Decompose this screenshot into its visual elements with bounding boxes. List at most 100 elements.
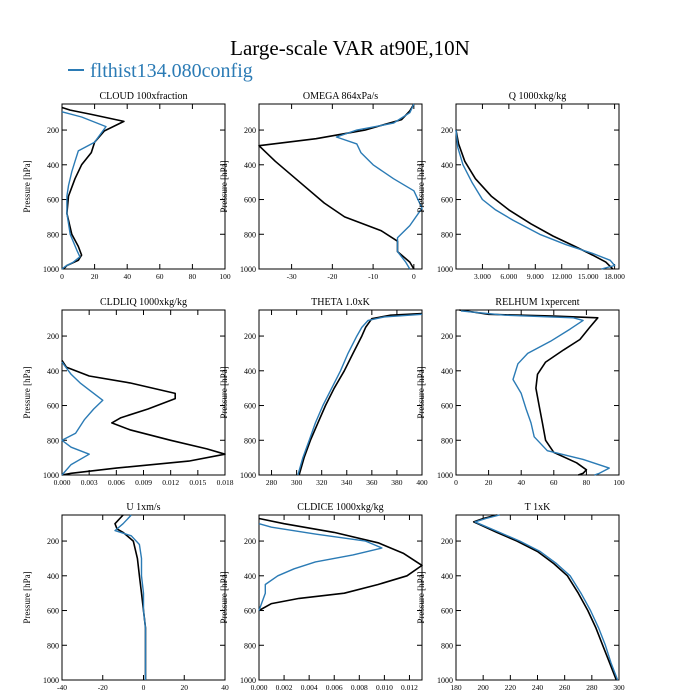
y-tick-label: 400 xyxy=(441,367,453,376)
x-tick-label: 9.000 xyxy=(527,272,544,281)
y-axis-label: Pressure [hPa] xyxy=(416,571,426,623)
panel-title: T 1xK xyxy=(525,502,551,513)
x-tick-label: 60 xyxy=(156,272,164,281)
x-tick-label: 6.000 xyxy=(500,272,517,281)
y-tick-label: 800 xyxy=(47,436,59,445)
x-tick-label: 20 xyxy=(181,683,189,692)
x-tick-label: 60 xyxy=(550,478,558,487)
y-axis-label: Pressure [hPa] xyxy=(22,366,32,418)
y-tick-label: 400 xyxy=(47,572,59,581)
y-tick-label: 600 xyxy=(441,402,453,411)
x-tick-label: 320 xyxy=(316,478,328,487)
series-line-control xyxy=(455,129,614,270)
y-tick-label: 600 xyxy=(441,607,453,616)
plot-frame xyxy=(258,309,423,476)
y-tick-label: 800 xyxy=(47,230,59,239)
panel-4: THETA 1.0xK Pressure [hPa] 200 400 600 800 100… xyxy=(219,297,428,487)
figure-title: Large-scale VAR at90E,10N xyxy=(230,36,470,60)
legend-swatch xyxy=(68,69,84,72)
y-axis-label: Pressure [hPa] xyxy=(416,366,426,418)
series-line-control xyxy=(472,514,618,681)
series-line-control xyxy=(61,106,125,270)
plot-frame xyxy=(258,514,423,681)
x-tick-label: 40 xyxy=(517,478,525,487)
y-tick-label: 1000 xyxy=(240,265,256,274)
x-tick-label: 0.012 xyxy=(401,683,418,692)
y-tick-label: 600 xyxy=(244,402,256,411)
series-line-experiment xyxy=(61,111,107,270)
y-tick-label: 200 xyxy=(244,537,256,546)
x-tick-label: 220 xyxy=(505,683,517,692)
x-tick-label: 3.000 xyxy=(474,272,491,281)
y-tick-label: 200 xyxy=(244,332,256,341)
panel-title: RELHUM 1xpercent xyxy=(495,297,579,308)
x-tick-label: -40 xyxy=(57,683,67,692)
series-line-control xyxy=(61,359,226,476)
x-tick-label: 0 xyxy=(454,478,458,487)
y-tick-label: 800 xyxy=(47,641,59,650)
panel-title: U 1xm/s xyxy=(126,502,160,513)
x-tick-label: 0.010 xyxy=(376,683,393,692)
x-tick-label: 280 xyxy=(586,683,598,692)
x-tick-label: 0.002 xyxy=(276,683,293,692)
x-tick-label: 0.000 xyxy=(54,478,71,487)
legend-label: flthist134.080config xyxy=(90,60,253,82)
y-tick-label: 1000 xyxy=(437,676,453,685)
y-tick-label: 200 xyxy=(47,537,59,546)
x-tick-label: 40 xyxy=(221,683,229,692)
x-tick-label: 240 xyxy=(532,683,544,692)
series-line-control xyxy=(258,517,423,612)
series-line-experiment xyxy=(455,130,616,270)
panel-7: CLDICE 1000xkg/kg Pressure [hPa] 200 400 600… xyxy=(219,502,423,692)
y-tick-label: 1000 xyxy=(43,676,59,685)
x-tick-label: 380 xyxy=(391,478,403,487)
series-line-experiment xyxy=(460,310,610,476)
x-tick-label: 20 xyxy=(485,478,493,487)
series-line-experiment xyxy=(114,514,147,680)
y-tick-label: 200 xyxy=(441,537,453,546)
y-tick-label: 800 xyxy=(441,641,453,650)
plot-frame xyxy=(258,103,423,270)
x-tick-label: 0.006 xyxy=(326,683,343,692)
x-tick-label: 15.000 xyxy=(578,272,599,281)
panel-title: Q 1000xkg/kg xyxy=(509,91,567,102)
y-tick-label: 400 xyxy=(244,367,256,376)
x-tick-label: 20 xyxy=(91,272,99,281)
x-tick-label: 300 xyxy=(613,683,625,692)
y-tick-label: 600 xyxy=(244,196,256,205)
x-tick-label: 0 xyxy=(412,272,416,281)
series-line-experiment xyxy=(258,523,383,611)
y-tick-label: 1000 xyxy=(240,471,256,480)
panel-3: CLDLIQ 1000xkg/kg Pressure [hPa] 200 400 600… xyxy=(22,297,234,487)
panel-title: OMEGA 864xPa/s xyxy=(303,91,378,102)
x-tick-label: 200 xyxy=(478,683,490,692)
y-axis-label: Pressure [hPa] xyxy=(22,571,32,623)
x-tick-label: 0 xyxy=(142,683,146,692)
y-axis-label: Pressure [hPa] xyxy=(219,160,229,212)
y-tick-label: 400 xyxy=(244,572,256,581)
x-tick-label: 0.018 xyxy=(217,478,234,487)
y-tick-label: 200 xyxy=(47,332,59,341)
x-tick-label: 300 xyxy=(291,478,303,487)
series-line-experiment xyxy=(61,361,104,476)
y-tick-label: 800 xyxy=(244,436,256,445)
panel-title: CLDLIQ 1000xkg/kg xyxy=(100,297,187,308)
x-tick-label: 18.000 xyxy=(604,272,625,281)
x-tick-label: 0.006 xyxy=(108,478,125,487)
plot-frame xyxy=(455,514,620,681)
y-tick-label: 1000 xyxy=(43,265,59,274)
x-tick-label: 12.000 xyxy=(551,272,572,281)
x-tick-label: 360 xyxy=(366,478,378,487)
y-tick-label: 800 xyxy=(244,230,256,239)
y-tick-label: 800 xyxy=(441,436,453,445)
y-tick-label: 600 xyxy=(47,607,59,616)
series-line-control xyxy=(298,312,423,476)
y-tick-label: 600 xyxy=(244,607,256,616)
y-tick-label: 400 xyxy=(441,161,453,170)
y-tick-label: 200 xyxy=(441,332,453,341)
panel-title: CLOUD 100xfraction xyxy=(99,91,187,102)
y-tick-label: 400 xyxy=(441,572,453,581)
